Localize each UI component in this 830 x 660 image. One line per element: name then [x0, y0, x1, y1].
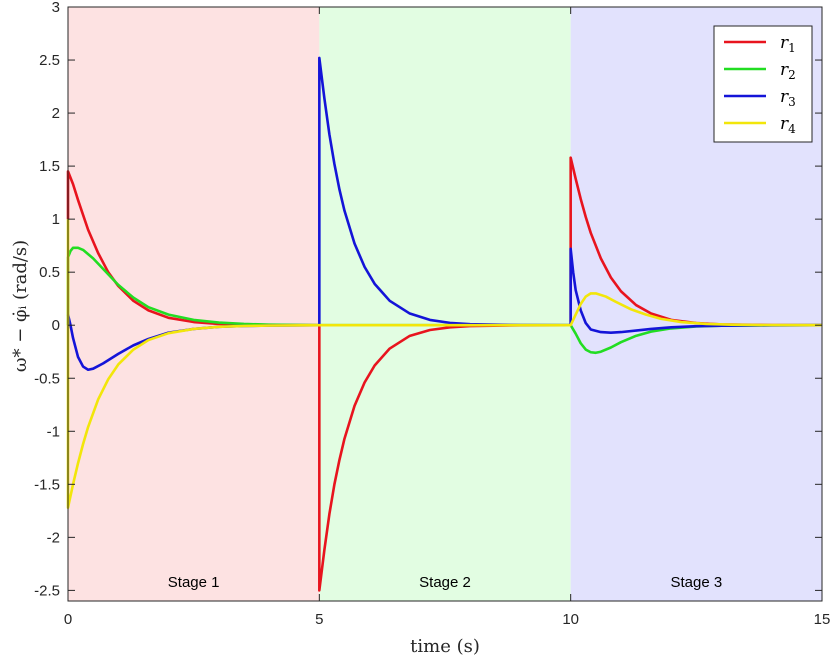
legend-label-base: r — [780, 114, 789, 134]
legend-label-r1: r1 — [780, 33, 796, 55]
series-line-r3 — [66, 56, 823, 372]
y-tick-label: -2.5 — [34, 582, 60, 599]
y-tick-label: -0.5 — [34, 370, 60, 387]
legend-label-base: r — [780, 60, 789, 80]
stage-label-1: Stage 1 — [168, 574, 220, 591]
legend-label-r2: r2 — [780, 60, 796, 82]
y-tick-label: 1.5 — [39, 158, 60, 175]
x-tick-label: 0 — [64, 611, 72, 628]
series-line-r4 — [66, 219, 823, 509]
legend-label-base: r — [780, 33, 789, 53]
legend-box — [713, 25, 813, 143]
x-tick-label: 15 — [814, 611, 830, 628]
tick-labels: 0 5 10 15 -2.5 -2 -1.5 -1 -0.5 0 0.5 1 1.5 2 2.5 3 — [34, 0, 830, 628]
legend-label-subscript: 2 — [788, 68, 796, 82]
y-tick-label: 3 — [52, 0, 60, 16]
stage-band-2 — [319, 7, 571, 601]
legend-label-base: r — [780, 87, 789, 107]
legend-label-subscript: 3 — [788, 95, 796, 109]
axes — [67, 6, 823, 602]
y-tick-label: 2.5 — [39, 52, 60, 69]
y-tick-label: -2 — [47, 529, 60, 546]
x-axis-title: time (s) — [410, 636, 480, 657]
series-lines — [66, 56, 823, 592]
plot-frame — [67, 6, 823, 602]
y-tick-label: -1 — [47, 423, 60, 440]
y-tick-label: -1.5 — [34, 476, 60, 493]
stage-backgrounds — [68, 7, 822, 601]
legend-label-subscript: 4 — [788, 122, 796, 136]
x-tick-label: 5 — [315, 611, 323, 628]
y-tick-label: 1 — [52, 211, 60, 228]
legend-label-subscript: 1 — [788, 41, 796, 55]
legend-label-r4: r4 — [780, 114, 796, 136]
stage-label-3: Stage 3 — [670, 574, 722, 591]
y-axis-title: ω* − φ̇ᵢ (rad/s) — [10, 240, 31, 372]
legend-label-r3: r3 — [780, 87, 796, 109]
y-tick-label: 0.5 — [39, 264, 60, 281]
stage-labels: Stage 1 Stage 2 Stage 3 — [168, 574, 722, 591]
stage-label-2: Stage 2 — [419, 574, 471, 591]
stage-band-1 — [68, 7, 320, 601]
x-tick-label: 10 — [562, 611, 579, 628]
y-tick-label: 2 — [52, 105, 60, 122]
y-tick-label: 0 — [52, 317, 60, 334]
